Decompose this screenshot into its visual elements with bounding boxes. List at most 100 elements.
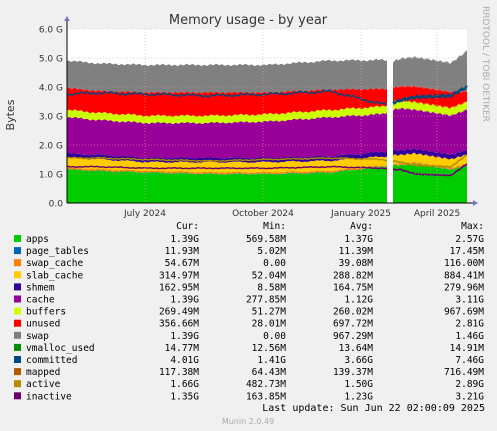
- legend-value-min: 64.43M: [252, 367, 287, 378]
- legend-value-max: 967.69M: [444, 307, 484, 318]
- legend-column-header: Avg:: [350, 221, 373, 232]
- y-tick-label: 4.0 G: [39, 84, 63, 94]
- legend-label-mapped: mapped: [26, 367, 60, 378]
- legend-value-cur: 269.49M: [159, 307, 199, 318]
- legend-label-shmem: shmem: [26, 282, 55, 293]
- legend-swatch-inactive: [14, 392, 21, 399]
- legend-value-cur: 1.39G: [170, 295, 199, 306]
- legend-swatch-committed: [14, 356, 21, 363]
- legend-value-min: 51.27M: [252, 307, 287, 318]
- legend-value-max: 716.49M: [444, 367, 484, 378]
- legend-value-min: 163.85M: [246, 391, 286, 402]
- version-label: Munin 2.0.49: [222, 417, 274, 426]
- stacked-areas: [67, 51, 467, 204]
- legend-swatch-buffers: [14, 308, 21, 315]
- legend-label-buffers: buffers: [26, 307, 66, 318]
- legend-value-max: 2.81G: [455, 319, 484, 330]
- legend-label-swap_cache: swap_cache: [26, 258, 83, 269]
- legend-value-cur: 1.39G: [170, 331, 199, 342]
- area-apps-seg2: [393, 163, 467, 203]
- y-tick-labels: 0.0 1.0 G 2.0 G 3.0 G 4.0 G 5.0 G 6.0 G: [39, 26, 63, 210]
- legend-value-avg: 967.29M: [333, 331, 373, 342]
- legend-value-cur: 356.66M: [159, 319, 199, 330]
- y-tick-label: 5.0 G: [39, 55, 63, 65]
- rrdtool-watermark: RRDTOOL / TOBI OETIKER: [480, 6, 490, 122]
- legend-value-cur: 1.39G: [170, 234, 199, 245]
- legend: Cur: Min: Avg: Max:apps 1.39G 569.58M 1.37G 2.5…: [14, 221, 484, 402]
- legend-value-min: 52.04M: [252, 270, 287, 281]
- legend-value-max: 14.91M: [450, 343, 485, 354]
- legend-value-max: 2.57G: [455, 234, 484, 245]
- y-tick-label: 6.0 G: [39, 26, 63, 36]
- legend-value-max: 884.41M: [444, 270, 484, 281]
- legend-value-max: 7.46G: [455, 355, 484, 366]
- y-tick-label: 2.0 G: [39, 142, 63, 152]
- legend-swatch-cache: [14, 296, 21, 303]
- legend-value-max: 17.45M: [450, 246, 485, 257]
- x-tick-label: April 2025: [414, 209, 460, 219]
- legend-label-page_tables: page_tables: [26, 246, 89, 257]
- legend-value-cur: 117.38M: [159, 367, 199, 378]
- legend-value-avg: 260.02M: [333, 307, 373, 318]
- x-tick-label: January 2025: [330, 209, 391, 219]
- legend-swatch-swap_cache: [14, 259, 21, 266]
- legend-label-inactive: inactive: [26, 391, 72, 402]
- legend-value-cur: 54.67M: [165, 258, 200, 269]
- legend-swatch-vmalloc_used: [14, 344, 21, 351]
- legend-label-vmalloc_used: vmalloc_used: [26, 343, 95, 354]
- legend-swatch-mapped: [14, 368, 21, 375]
- legend-swatch-page_tables: [14, 247, 21, 254]
- legend-value-avg: 39.08M: [339, 258, 374, 269]
- legend-value-avg: 288.82M: [333, 270, 373, 281]
- legend-value-cur: 1.66G: [170, 379, 199, 390]
- legend-swatch-apps: [14, 235, 21, 242]
- legend-value-min: 5.02M: [257, 246, 286, 257]
- legend-label-active: active: [26, 379, 61, 390]
- legend-value-avg: 13.64M: [339, 343, 374, 354]
- legend-value-avg: 1.23G: [344, 391, 373, 402]
- x-tick-label: July 2024: [123, 209, 166, 219]
- x-tick-labels: July 2024 October 2024 January 2025 April 2…: [123, 209, 460, 219]
- legend-value-max: 1.46G: [455, 331, 484, 342]
- legend-value-min: 569.58M: [246, 234, 286, 245]
- legend-value-avg: 139.37M: [333, 367, 373, 378]
- legend-column-header: Cur:: [176, 221, 199, 232]
- legend-value-max: 279.96M: [444, 282, 484, 293]
- legend-value-min: 0.00: [263, 331, 286, 342]
- legend-value-cur: 1.35G: [170, 391, 199, 402]
- chart-title: Memory usage - by year: [169, 13, 328, 28]
- legend-swatch-slab_cache: [14, 271, 21, 278]
- legend-value-min: 12.56M: [252, 343, 287, 354]
- legend-value-cur: 4.01G: [170, 355, 199, 366]
- legend-value-min: 277.85M: [246, 295, 286, 306]
- legend-value-cur: 11.93M: [165, 246, 200, 257]
- y-axis-label: Bytes: [4, 99, 17, 130]
- legend-value-avg: 697.72M: [333, 319, 373, 330]
- last-update: Last update: Sun Jun 22 02:00:09 2025: [262, 403, 485, 414]
- legend-value-cur: 14.77M: [165, 343, 200, 354]
- legend-label-committed: committed: [26, 355, 77, 366]
- area-cache-seg2: [393, 107, 467, 155]
- legend-value-avg: 1.12G: [344, 295, 373, 306]
- legend-value-max: 3.11G: [455, 295, 484, 306]
- legend-label-apps: apps: [26, 234, 49, 245]
- y-tick-label: 0.0: [49, 200, 64, 210]
- legend-value-min: 28.01M: [252, 319, 287, 330]
- legend-label-cache: cache: [26, 295, 55, 306]
- legend-value-avg: 11.39M: [339, 246, 374, 257]
- y-axis-arrow: [64, 16, 70, 21]
- legend-value-max: 116.00M: [444, 258, 484, 269]
- legend-swatch-shmem: [14, 283, 21, 290]
- legend-value-min: 1.41G: [257, 355, 286, 366]
- legend-value-max: 2.89G: [455, 379, 484, 390]
- legend-value-min: 8.58M: [257, 282, 286, 293]
- legend-value-avg: 164.75M: [333, 282, 373, 293]
- legend-value-min: 0.00: [263, 258, 286, 269]
- legend-value-avg: 1.37G: [344, 234, 373, 245]
- legend-value-min: 482.73M: [246, 379, 286, 390]
- legend-swatch-swap: [14, 332, 21, 339]
- legend-value-cur: 162.95M: [159, 282, 199, 293]
- legend-value-max: 3.21G: [455, 391, 484, 402]
- legend-value-avg: 3.66G: [344, 355, 373, 366]
